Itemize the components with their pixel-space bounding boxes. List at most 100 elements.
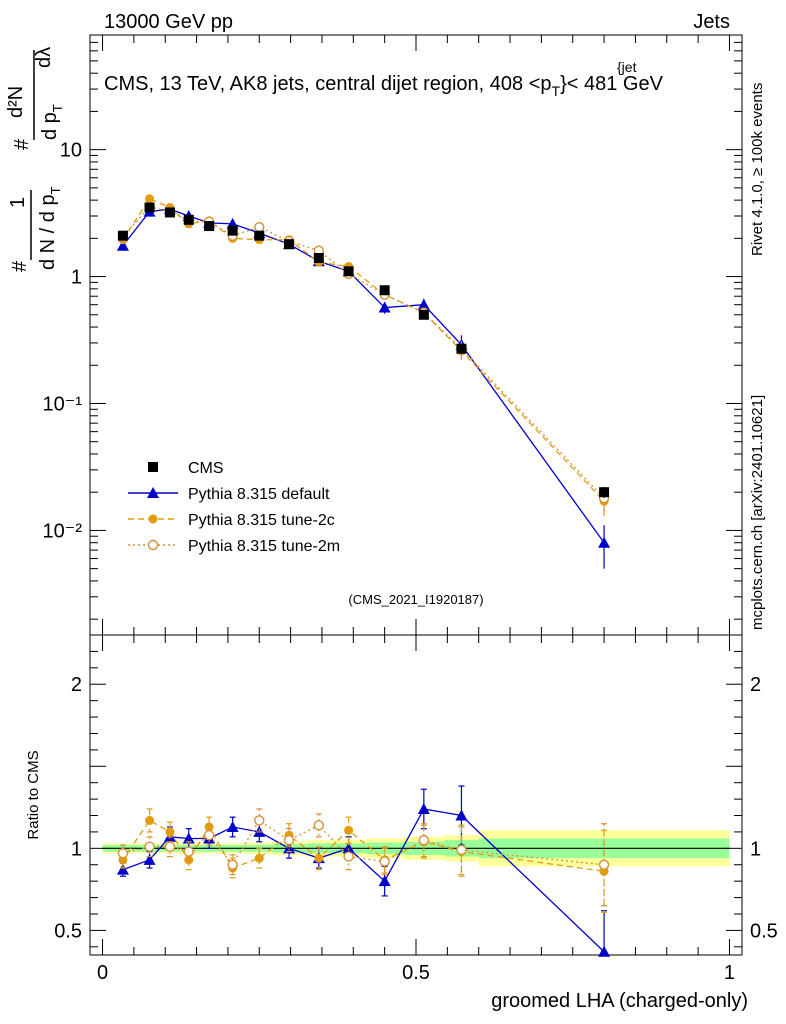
- ratio-series-group: [116, 785, 611, 957]
- legend-label: Pythia 8.315 default: [188, 486, 330, 503]
- ratio-data-point: [144, 841, 155, 852]
- ratio-data-point: [314, 853, 324, 863]
- ratio-y-tick-label-right: 2: [750, 674, 761, 696]
- ratio-panel: 0.5 0.5 1 1 2 2 0 0.5 1 Ratio to CMS groomed LHA…: [25, 634, 778, 1012]
- legend-label: CMS: [188, 460, 224, 477]
- ratio-data-point: [344, 825, 354, 835]
- ratio-data-point: [116, 863, 129, 875]
- header: 13000 GeV pp Jets: [104, 11, 730, 33]
- ratio-data-point: [378, 875, 391, 887]
- legend-item: Pythia 8.315 default: [128, 486, 330, 503]
- header-right: Jets: [693, 11, 730, 33]
- legend-marker: [148, 514, 158, 524]
- legend-marker: [147, 487, 159, 498]
- data-point: [379, 285, 390, 296]
- ylabel-hash2: #: [11, 138, 33, 150]
- x-tick-label: 0: [97, 962, 108, 984]
- header-left: 13000 GeV pp: [104, 11, 233, 33]
- ratio-y-tick-label: 1: [71, 838, 82, 860]
- data-point: [284, 239, 295, 250]
- ratio-data-point: [343, 851, 354, 862]
- ratio-data-point: [254, 853, 264, 863]
- main-panel: CMS, 13 TeV, AK8 jets, central dijet reg…: [43, 34, 743, 636]
- ratio-data-point: [379, 856, 390, 867]
- ratio-data-point: [417, 802, 430, 814]
- analysis-tag: (CMS_2021_I1920187): [348, 592, 483, 607]
- ratio-data-point: [418, 834, 430, 846]
- ratio-data-point: [117, 848, 129, 859]
- y-tick-label: 10: [60, 140, 82, 162]
- y-tick-label: 10⁻²: [43, 520, 83, 542]
- ratio-data-point: [456, 844, 467, 856]
- legend: CMS Pythia 8.315 default Pythia 8.315 tune…: [128, 460, 340, 555]
- ratio-axis-ticks: 0.5 0.5 1 1 2 2 0 0.5 1: [54, 635, 778, 984]
- legend-marker: [147, 539, 159, 551]
- side-labels: Rivet 4.1.0, ≥ 100k events mcplots.cern.…: [749, 83, 766, 630]
- ratio-data-point: [283, 842, 296, 854]
- data-point: [456, 343, 467, 354]
- ratio-data-point: [165, 827, 175, 837]
- ylabel-hash1: #: [9, 260, 31, 272]
- legend-item: Pythia 8.315 tune-2m: [128, 538, 340, 555]
- legend-label: Pythia 8.315 tune-2m: [188, 538, 340, 555]
- ratio-data-point: [598, 859, 610, 870]
- data-point: [418, 309, 429, 320]
- y-tick-label: 10⁻¹: [43, 393, 83, 415]
- ylabel-dp: d pT: [39, 104, 65, 140]
- data-point: [378, 301, 391, 313]
- ylabel-dl: dλ: [33, 47, 55, 68]
- data-point: [343, 266, 354, 277]
- ratio-data-point: [227, 859, 238, 870]
- ratio-y-tick-label-right: 1: [750, 838, 761, 860]
- ratio-data-point: [143, 853, 156, 865]
- series-cms: [117, 202, 610, 499]
- ratio-band: [102, 830, 730, 867]
- series-line: [122, 197, 605, 502]
- ratio-data-point: [183, 846, 194, 857]
- main-series-group: [116, 194, 611, 569]
- x-tick-label: 0.5: [402, 962, 430, 984]
- legend-marker: [148, 462, 158, 472]
- ylabel-dp-sub: T: [50, 104, 65, 112]
- data-point: [254, 230, 265, 241]
- plot-title-sub: T: [552, 83, 561, 99]
- ratio-frame: [89, 634, 743, 956]
- main-axis-ticks: 10⁻² 10⁻¹ 1 10: [43, 34, 742, 635]
- ratio-data-point: [182, 832, 195, 844]
- data-point: [227, 225, 238, 236]
- ratio-data-point: [342, 842, 355, 854]
- ylabel-dN-sub: T: [48, 186, 63, 194]
- data-point: [117, 230, 128, 241]
- ylabel-d2N: d²N: [5, 86, 27, 118]
- data-point: [164, 207, 175, 218]
- ratio-y-tick-label-right: 0.5: [750, 920, 778, 942]
- ratio-data-point: [598, 945, 611, 957]
- rivet-label: Rivet 4.1.0, ≥ 100k events: [749, 83, 766, 256]
- data-point: [598, 536, 611, 548]
- data-point: [254, 221, 265, 233]
- ratio-series-pythia-8-315-default: [116, 785, 611, 957]
- ratio-y-tick-label: 0.5: [54, 920, 82, 942]
- ratio-data-point: [226, 821, 239, 832]
- main-y-axis-label: # 1 d N / d pT # d²N d pT dλ: [5, 47, 65, 272]
- series-line: [122, 205, 605, 499]
- ratio-xlabel: groomed LHA (charged-only): [491, 990, 748, 1012]
- data-point: [144, 202, 155, 213]
- ylabel-dN: d N / d pT: [37, 186, 63, 270]
- plot-title: CMS, 13 TeV, AK8 jets, central dijet reg…: [104, 73, 664, 99]
- ratio-data-point: [145, 815, 155, 825]
- ratio-data-point: [313, 820, 325, 831]
- ylabel-one: 1: [7, 197, 29, 208]
- ratio-series-pythia-8-315-tune-2m: [117, 808, 610, 907]
- data-point: [599, 487, 610, 498]
- data-point: [183, 214, 194, 225]
- data-point: [145, 194, 155, 204]
- x-tick-label: 1: [724, 962, 735, 984]
- legend-item: Pythia 8.315 tune-2c: [128, 512, 335, 529]
- ratio-data-point: [283, 834, 295, 846]
- plot-title-main: CMS, 13 TeV, AK8 jets, central dijet reg…: [104, 73, 552, 95]
- ratio-data-point: [184, 855, 194, 865]
- plot-title-end: }< 481 GeV: [560, 73, 664, 95]
- ratio-data-point: [455, 809, 468, 821]
